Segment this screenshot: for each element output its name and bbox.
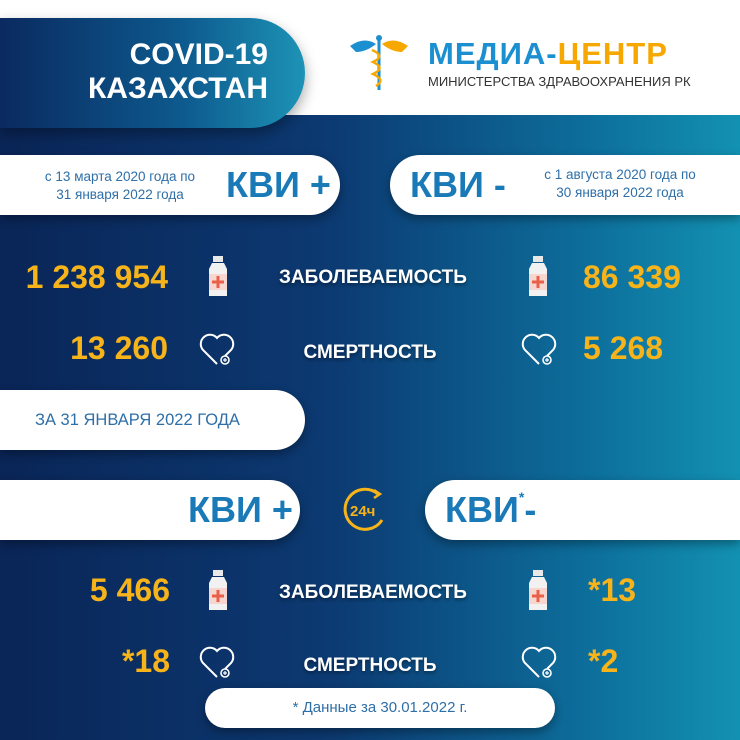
positive-period: с 13 марта 2020 года по 31 января 2022 го… — [20, 168, 220, 204]
date-pill — [0, 390, 305, 450]
daily-positive-cases: 5 466 — [89, 572, 170, 608]
total-negative-pill — [390, 155, 740, 215]
total-positive-pill — [0, 155, 340, 215]
footnote: * Данные за 30.01.2022 г. — [205, 688, 555, 728]
daily-positive-label: КВИ + — [188, 489, 293, 530]
heart-icon — [519, 643, 559, 686]
positive-period-line-1: с 13 марта 2020 года по — [44, 169, 196, 184]
title-line-2: КАЗАХСТАН — [88, 72, 268, 105]
heart-icon — [197, 643, 237, 686]
daily-mortality-label: СМЕРТНОСТЬ — [303, 655, 437, 676]
positive-period-line-2: 31 января 2022 года — [56, 187, 184, 202]
daily-positive-deaths: *18 — [121, 643, 170, 679]
title-banner — [0, 18, 305, 128]
daily-negative-text: КВИ — [445, 489, 519, 530]
daily-incidence-label: ЗАБОЛЕВАЕМОСТЬ — [279, 582, 467, 603]
daily-negative-deaths: *2 — [588, 643, 619, 679]
negative-period-line-2: 30 января 2022 года — [556, 185, 684, 200]
negative-period-line-1: с 1 августа 2020 года по — [544, 167, 696, 182]
daily-negative-label: КВИ*- — [445, 489, 536, 531]
24h-label: 24ч — [350, 503, 375, 520]
logo-part-1: МЕДИА- — [428, 36, 558, 71]
24h-clock-icon: 24ч — [343, 487, 384, 531]
negative-period: с 1 августа 2020 года по 30 января 2022 г… — [522, 166, 718, 202]
incidence-label: ЗАБОЛЕВАЕМОСТЬ — [279, 267, 467, 288]
medicine-bottle-icon — [525, 256, 551, 303]
logo-title: МЕДИА-ЦЕНТР — [428, 36, 668, 72]
minus-sign: - — [524, 489, 537, 530]
title-line-1: COVID-19 — [129, 38, 268, 71]
heart-icon — [519, 330, 559, 373]
daily-date-label: ЗА 31 ЯНВАРЯ 2022 ГОДА — [35, 411, 240, 429]
mortality-label: СМЕРТНОСТЬ — [303, 342, 437, 363]
caduceus-icon — [350, 35, 408, 90]
medicine-bottle-icon — [525, 570, 551, 617]
medicine-bottle-icon — [205, 256, 231, 303]
total-positive-cases: 1 238 954 — [25, 259, 168, 295]
total-negative-label: КВИ - — [410, 164, 506, 205]
total-negative-cases: 86 339 — [583, 259, 681, 295]
logo-subtitle: МИНИСТЕРСТВА ЗДРАВООХРАНЕНИЯ РК — [428, 74, 691, 89]
asterisk: * — [518, 489, 525, 505]
total-positive-label: КВИ + — [226, 164, 331, 205]
logo-part-2: ЦЕНТР — [557, 36, 668, 71]
total-negative-deaths: 5 268 — [583, 330, 664, 366]
total-positive-deaths: 13 260 — [70, 330, 168, 366]
medicine-bottle-icon — [205, 570, 231, 617]
daily-negative-pill — [425, 480, 740, 540]
page-title: COVID-19 КАЗАХСТАН — [18, 38, 268, 106]
daily-negative-cases: *13 — [588, 572, 637, 608]
heart-icon — [197, 330, 237, 373]
daily-positive-pill — [0, 480, 300, 540]
